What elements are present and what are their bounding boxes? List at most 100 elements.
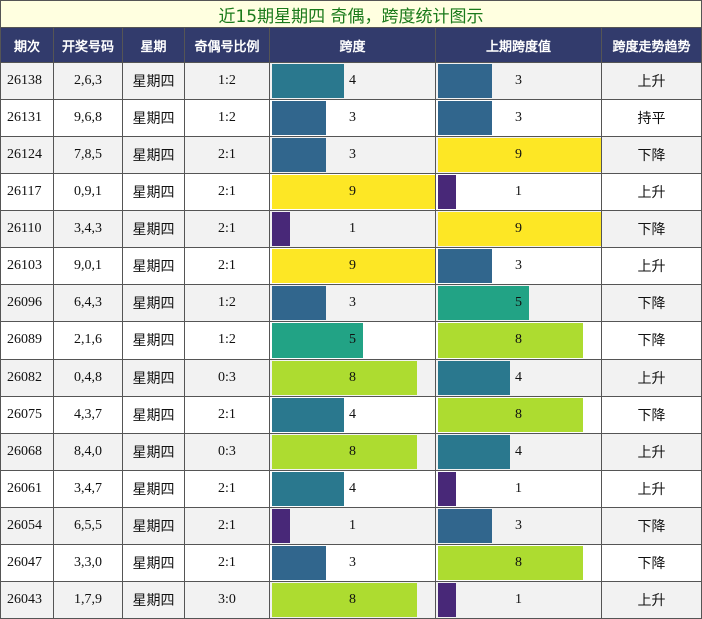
table-cell: 星期四: [123, 63, 185, 101]
table-cell: 3,4,3: [54, 211, 123, 249]
span-bar: [438, 434, 511, 469]
cell-text: 8: [349, 443, 356, 459]
cell-text: 1: [349, 221, 356, 237]
table-cell: 上升: [602, 581, 702, 619]
table-cell: 6,5,5: [54, 507, 123, 545]
table-cell: 星期四: [123, 433, 185, 471]
header-cell: 跨度: [270, 28, 436, 63]
table-cell: 0:3: [185, 359, 270, 397]
table-cell: 26110: [0, 211, 54, 249]
table-cell: 8: [270, 433, 436, 471]
cell-text: 5: [349, 332, 356, 348]
table-cell: 26103: [0, 248, 54, 286]
table-cell: 星期四: [123, 544, 185, 582]
span-bar: [272, 101, 327, 136]
cell-text: 3: [349, 147, 356, 163]
span-bar: [272, 138, 327, 173]
table-cell: 1: [270, 507, 436, 545]
cell-text: 4: [349, 480, 356, 496]
span-bar: [272, 508, 291, 543]
table-cell: 3: [270, 544, 436, 582]
span-bar: [438, 286, 529, 321]
cell-text: 8: [515, 554, 522, 570]
span-bar: [438, 508, 493, 543]
span-bar: [272, 360, 417, 395]
table-cell: 星期四: [123, 470, 185, 508]
table-cell: 3: [436, 248, 602, 286]
span-bar: [438, 360, 511, 395]
span-bar: [438, 138, 601, 173]
span-bar: [272, 545, 327, 580]
table-cell: 上升: [602, 63, 702, 101]
table-cell: 星期四: [123, 211, 185, 249]
table-cell: 1: [436, 581, 602, 619]
span-bar: [272, 175, 435, 210]
table-cell: 2:1: [185, 174, 270, 212]
span-bar: [438, 582, 457, 617]
table-cell: 4,3,7: [54, 396, 123, 434]
header-cell: 跨度走势趋势: [602, 28, 702, 63]
table-cell: 3: [436, 63, 602, 101]
table-cell: 星期四: [123, 137, 185, 175]
table-cell: 26054: [0, 507, 54, 545]
table-cell: 2:1: [185, 396, 270, 434]
cell-text: 4: [515, 443, 522, 459]
span-bar: [438, 101, 493, 136]
table-cell: 4: [270, 63, 436, 101]
header-cell: 星期: [123, 28, 185, 63]
table-cell: 9,6,8: [54, 100, 123, 138]
span-bar: [272, 286, 327, 321]
header-cell: 奇偶号比例: [185, 28, 270, 63]
table-cell: 1: [270, 211, 436, 249]
table-cell: 8: [436, 396, 602, 434]
span-bar: [272, 434, 417, 469]
table-cell: 8: [270, 359, 436, 397]
table-cell: 2:1: [185, 137, 270, 175]
table-cell: 上升: [602, 174, 702, 212]
table-cell: 1:2: [185, 63, 270, 101]
title: 近15期星期四 奇偶，跨度统计图示: [0, 0, 702, 28]
table-cell: 26096: [0, 285, 54, 323]
span-bar: [438, 64, 493, 99]
table-cell: 9: [436, 211, 602, 249]
header-cell: 开奖号码: [54, 28, 123, 63]
cell-text: 8: [515, 332, 522, 348]
table-cell: 2:1: [185, 507, 270, 545]
table-cell: 上升: [602, 248, 702, 286]
table-cell: 0:3: [185, 433, 270, 471]
table-cell: 4: [436, 359, 602, 397]
span-bar: [438, 249, 493, 284]
table-cell: 星期四: [123, 174, 185, 212]
table-cell: 星期四: [123, 248, 185, 286]
span-bar: [272, 471, 345, 506]
span-bar: [272, 249, 435, 284]
cell-text: 3: [515, 110, 522, 126]
table-cell: 2:1: [185, 544, 270, 582]
table-cell: 26061: [0, 470, 54, 508]
table-cell: 26043: [0, 581, 54, 619]
table-cell: 26124: [0, 137, 54, 175]
cell-text: 3: [515, 517, 522, 533]
cell-text: 4: [349, 406, 356, 422]
cell-text: 8: [515, 406, 522, 422]
table-cell: 0,9,1: [54, 174, 123, 212]
cell-text: 8: [349, 591, 356, 607]
table-cell: 下降: [602, 137, 702, 175]
table-cell: 3: [270, 137, 436, 175]
cell-text: 9: [515, 221, 522, 237]
table-cell: 上升: [602, 359, 702, 397]
span-bar: [272, 323, 363, 358]
cell-text: 5: [515, 295, 522, 311]
table-cell: 9: [270, 248, 436, 286]
table-cell: 下降: [602, 507, 702, 545]
cell-text: 3: [515, 73, 522, 89]
table-cell: 2:1: [185, 248, 270, 286]
table-cell: 星期四: [123, 322, 185, 360]
table-cell: 星期四: [123, 396, 185, 434]
table-cell: 星期四: [123, 100, 185, 138]
table-cell: 3:0: [185, 581, 270, 619]
cell-text: 9: [349, 184, 356, 200]
table-cell: 2,6,3: [54, 63, 123, 101]
cell-text: 3: [515, 258, 522, 274]
table-cell: 1:2: [185, 285, 270, 323]
